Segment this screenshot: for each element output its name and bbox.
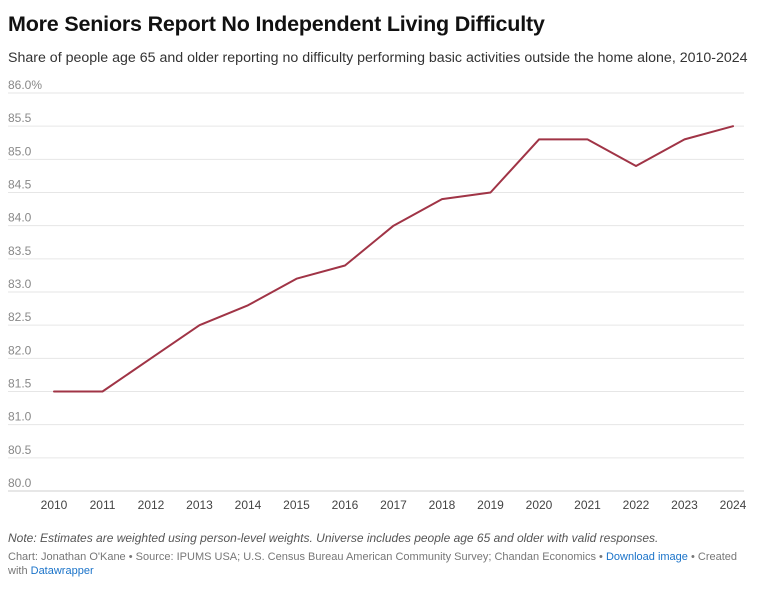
x-tick-label: 2022 bbox=[623, 498, 650, 512]
x-tick-label: 2024 bbox=[720, 498, 747, 512]
x-tick-label: 2015 bbox=[283, 498, 310, 512]
x-tick-label: 2010 bbox=[41, 498, 68, 512]
x-tick-label: 2012 bbox=[138, 498, 165, 512]
x-tick-label: 2011 bbox=[90, 498, 116, 512]
y-tick-label: 84.5 bbox=[8, 178, 32, 192]
x-tick-label: 2013 bbox=[186, 498, 213, 512]
y-tick-label: 81.0 bbox=[8, 410, 32, 424]
y-tick-label: 85.0 bbox=[8, 144, 32, 158]
line-chart: 80.0 80.5 81.0 81.5 82.0 82.5 83.0 83.5 84.0 84.5… bbox=[8, 78, 747, 512]
y-tick-label: 83.5 bbox=[8, 244, 32, 258]
x-tick-label: 2019 bbox=[477, 498, 504, 512]
chart-footer: Chart: Jonathan O'Kane • Source: IPUMS U… bbox=[8, 551, 756, 578]
series-lines bbox=[53, 125, 734, 393]
chart-note: Note: Estimates are weighted using perso… bbox=[8, 531, 659, 545]
y-tick-label: 82.0 bbox=[8, 343, 32, 357]
gridlines bbox=[8, 92, 744, 492]
x-tick-label: 2016 bbox=[332, 498, 359, 512]
y-tick-label: 80.5 bbox=[8, 443, 32, 457]
y-axis-tick-labels: 80.0 80.5 81.0 81.5 82.0 82.5 83.0 83.5 84.0 84.5… bbox=[8, 78, 42, 490]
x-tick-label: 2017 bbox=[380, 498, 407, 512]
y-tick-label: 85.5 bbox=[8, 111, 32, 125]
y-tick-label: 83.0 bbox=[8, 277, 32, 291]
datawrapper-link[interactable]: Datawrapper bbox=[30, 564, 94, 577]
x-axis-tick-labels: 2010 2011 2012 2013 2014 2015 2016 2017 2018 2019… bbox=[41, 498, 747, 512]
y-tick-label: 80.0 bbox=[8, 476, 32, 490]
y-tick-label: 86.0% bbox=[8, 78, 42, 92]
series-line bbox=[53, 125, 734, 393]
credit-text: Chart: Jonathan O'Kane • Source: IPUMS U… bbox=[8, 551, 603, 563]
x-tick-label: 2023 bbox=[671, 498, 698, 512]
x-tick-label: 2021 bbox=[574, 498, 601, 512]
download-image-link[interactable]: Download image bbox=[605, 551, 688, 563]
x-tick-label: 2014 bbox=[235, 498, 262, 512]
y-tick-label: 81.5 bbox=[8, 377, 32, 391]
x-tick-label: 2018 bbox=[429, 498, 456, 512]
chart-title: More Seniors Report No Independent Livin… bbox=[8, 12, 545, 36]
y-tick-label: 82.5 bbox=[8, 310, 32, 324]
chart-subtitle: Share of people age 65 and older reporti… bbox=[8, 50, 748, 66]
y-tick-label: 84.0 bbox=[8, 211, 32, 225]
created-with-text: • Created with bbox=[8, 551, 738, 577]
x-tick-label: 2020 bbox=[526, 498, 553, 512]
